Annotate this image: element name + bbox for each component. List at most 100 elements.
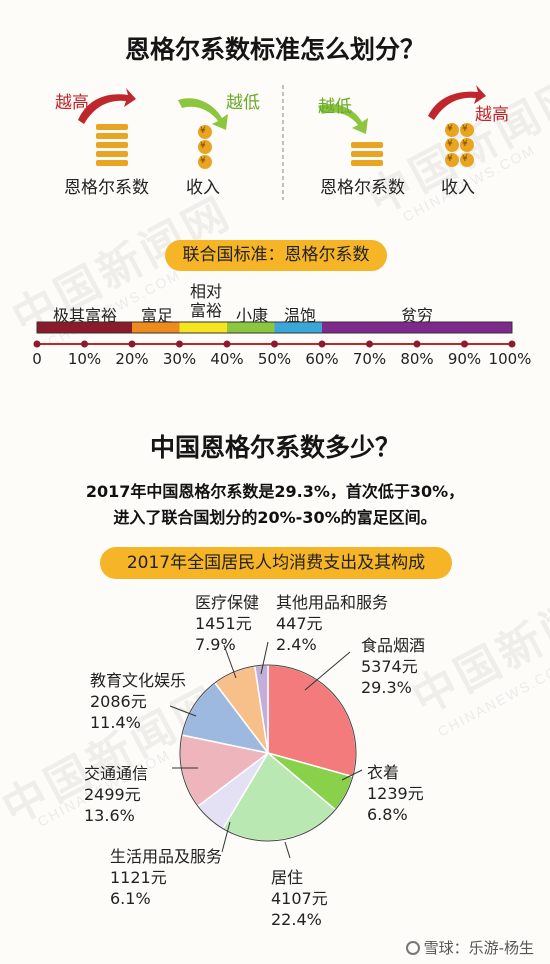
up-arrow-icon (428, 85, 486, 120)
pie-label-name: 生活用品及服务 (110, 847, 223, 866)
scale-band (132, 322, 180, 333)
scale-tick-label: 20% (115, 350, 149, 368)
pie-label-share: 6.1% (110, 889, 151, 908)
engel-scale-bar (33, 321, 516, 348)
scale-band (37, 322, 132, 333)
yen-symbol: ¥ (447, 139, 453, 149)
coin-columns-icon (445, 123, 474, 167)
pie-label-name: 衣着 (367, 763, 400, 782)
pie-label-amount: 4107元 (271, 889, 328, 908)
pie-label-housing: 居住 4107元 22.4% (271, 867, 328, 930)
section-title: 中国恩格尔系数多少？ (149, 433, 400, 462)
scale-band (322, 322, 512, 333)
income-trend-label: 越低 (226, 93, 260, 113)
pie-label-amount: 1121元 (110, 868, 167, 887)
income-label: 收入 (441, 178, 475, 198)
pie-label-other: 其他用品和服务 447元 2.4% (276, 592, 388, 655)
scale-tick-label: 90% (447, 350, 482, 368)
pie-label-amount: 1451元 (195, 614, 252, 633)
pie-label-share: 6.8% (367, 805, 408, 824)
footer-brand: 雪球：乐游-杨生 (423, 939, 534, 957)
engel-coefficient-label: 恩格尔系数 (320, 178, 405, 198)
pie-label-amount: 2086元 (90, 692, 147, 711)
scale-tick (271, 340, 278, 348)
income-trend-label: 越高 (475, 105, 509, 125)
down-arrow-icon (318, 103, 368, 134)
scale-tick (366, 340, 373, 348)
pie-label-name: 医疗保健 (195, 593, 260, 612)
chart-title: 2017年全国居民人均消费支出及其构成 (100, 547, 452, 579)
pie-label-share: 7.9% (195, 635, 236, 654)
up-arrow-icon (78, 88, 136, 124)
scale-tick-label: 60% (305, 350, 339, 368)
scale-tick-label: 50% (257, 350, 292, 368)
engel-coefficient-label: 恩格尔系数 (64, 178, 149, 198)
scale-tick-label: 0 (32, 350, 42, 368)
category-label-relatively-rich: 相对 富裕 (189, 282, 222, 320)
scale-tick (223, 340, 231, 348)
pie-label-share: 13.6% (84, 806, 135, 825)
pie-label-healthcare: 医疗保健 1451元 7.9% (195, 592, 259, 655)
yen-symbol: ¥ (200, 156, 206, 166)
yen-symbol: ¥ (200, 126, 206, 136)
pie-label-share: 2.4% (276, 635, 317, 654)
yen-symbol: ¥ (200, 141, 206, 151)
scale-tick (461, 340, 468, 348)
pie-outline (179, 664, 357, 842)
scale-tick-label: 40% (210, 350, 244, 368)
pie-label-name: 交通通信 (84, 764, 149, 783)
scale-tick (318, 340, 326, 348)
section-title: 恩格尔系数标准怎么划分？ (124, 35, 425, 64)
un-standard-badge: 联合国标准：恩格尔系数 (165, 240, 387, 271)
pie-label-clothing: 衣着 1239元 6.8% (367, 762, 424, 825)
scale-tick-label: 100% (488, 350, 532, 368)
pie-label-amount: 2499元 (84, 785, 141, 804)
pie-label-name: 居住 (271, 868, 304, 887)
category-label-very-rich: 极其富裕 (52, 306, 117, 325)
coin-stack-high-icon (96, 124, 128, 166)
pie-label-share: 22.4% (271, 910, 322, 929)
pie-label-name: 教育文化娱乐 (90, 671, 187, 690)
yen-symbol: ¥ (447, 154, 453, 164)
scale-tick (508, 340, 516, 348)
pie-label-household: 生活用品及服务 1121元 6.1% (110, 846, 222, 909)
category-label-subsistence: 温饱 (283, 306, 316, 325)
scale-tick (128, 340, 136, 348)
scale-band (274, 322, 322, 333)
consumption-pie-chart (169, 641, 363, 859)
yen-symbol: ¥ (447, 124, 453, 134)
snowball-icon (405, 941, 420, 955)
pie-label-name: 食品烟酒 (361, 636, 426, 655)
pie-label-transport: 交通通信 2499元 13.6% (84, 763, 148, 826)
category-label-poverty: 贫穷 (400, 306, 433, 325)
scale-tick-label: 80% (400, 350, 434, 368)
pie-label-share: 29.3% (361, 678, 412, 697)
scale-tick (176, 340, 183, 348)
category-label-well-off: 富足 (140, 306, 173, 325)
category-label-moderate: 小康 (235, 306, 268, 325)
scale-band (227, 322, 275, 333)
scale-tick (81, 340, 88, 348)
scale-band (179, 322, 227, 333)
pie-label-amount: 5374元 (361, 657, 418, 676)
description-line: 2017年中国恩格尔系数是29.3%，首次低于30%， (85, 482, 465, 501)
pie-label-food: 食品烟酒 5374元 29.3% (361, 635, 425, 698)
pie-label-name: 其他用品和服务 (276, 593, 389, 612)
footer-credit: 雪球：乐游-杨生 (405, 937, 534, 958)
yen-symbol: ¥ (462, 154, 468, 164)
pie-label-share: 11.4% (90, 713, 141, 732)
pie-label-amount: 1239元 (367, 784, 424, 803)
scale-tick-label: 10% (67, 350, 102, 368)
scale-tick-label: 30% (162, 350, 197, 368)
engel-income-diagram (78, 85, 486, 200)
pie-label-amount: 447元 (276, 614, 323, 633)
pie-label-education: 教育文化娱乐 2086元 11.4% (90, 670, 186, 733)
scale-tick (413, 340, 421, 348)
scale-tick-label: 70% (352, 350, 387, 368)
gini-trend-label: 越高 (55, 93, 89, 113)
gini-trend-label: 越低 (318, 97, 352, 117)
coin-stack-low-icon (351, 142, 383, 166)
yen-symbol: ¥ (462, 124, 468, 134)
description-line: 进入了联合国划分的20%-30%的富足区间。 (113, 508, 437, 527)
scale-tick (33, 340, 41, 348)
